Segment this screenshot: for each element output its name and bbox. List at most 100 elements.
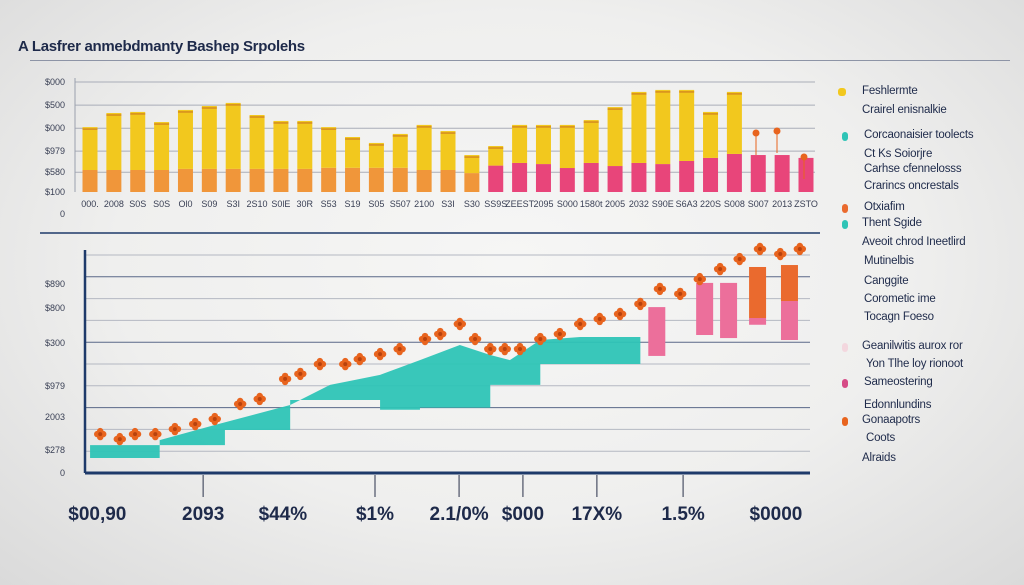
top-bar-lower-segment bbox=[321, 167, 337, 192]
flower-petal bbox=[297, 373, 304, 381]
top-bar-lower-segment bbox=[559, 168, 575, 192]
top-bar-lower-segment bbox=[249, 168, 265, 192]
flower-center bbox=[172, 427, 177, 432]
bottom-y-tick-label: 0 bbox=[60, 468, 65, 478]
flower-marker bbox=[253, 392, 266, 406]
top-bar-lower-segment bbox=[655, 164, 671, 192]
flower-center bbox=[718, 267, 723, 272]
flower-petal bbox=[487, 348, 494, 356]
top-bar-upper-segment bbox=[154, 122, 170, 170]
flower-petal bbox=[376, 347, 384, 355]
flower-petal bbox=[316, 363, 324, 371]
legend-entry: Otxiafim bbox=[864, 201, 905, 213]
flower-petal bbox=[796, 242, 804, 250]
flower-petal bbox=[756, 248, 764, 256]
flower-petal bbox=[356, 352, 363, 360]
flower-marker bbox=[208, 412, 221, 426]
flower-petal bbox=[297, 367, 304, 375]
top-bar-upper-segment bbox=[607, 107, 623, 167]
top-x-tick-label: 1580t bbox=[580, 199, 603, 209]
flower-center bbox=[298, 371, 303, 376]
flower-petal bbox=[471, 338, 479, 346]
flower-center bbox=[397, 347, 402, 352]
bottom-bar bbox=[696, 282, 714, 336]
top-bar-upper-segment bbox=[631, 91, 647, 163]
flower-marker bbox=[753, 242, 767, 256]
top-bar-upper-segment bbox=[464, 155, 480, 174]
top-y-tick-label: $000 bbox=[45, 123, 65, 133]
flower-center bbox=[98, 432, 103, 437]
legend-entry: Yon Tlhe loy rionoot bbox=[866, 358, 964, 370]
flower-petal bbox=[677, 293, 684, 301]
flower-petal bbox=[596, 318, 603, 326]
legend-entry: Ct Ks Soiorjre bbox=[864, 148, 933, 160]
top-bar-lower-segment bbox=[583, 162, 599, 192]
flower-petal bbox=[696, 272, 703, 280]
top-x-tick-label: S30 bbox=[464, 199, 480, 209]
flower-center bbox=[133, 432, 138, 437]
top-x-tick-label: S3I bbox=[226, 199, 240, 209]
flower-petal bbox=[192, 417, 199, 425]
flower-petal bbox=[777, 247, 784, 255]
flower-center bbox=[317, 362, 322, 367]
chart-title: A Lasfrer anmebdmanty Bashep Srpolehs bbox=[18, 38, 305, 55]
top-bar-upper-segment bbox=[368, 142, 384, 168]
top-bar-lower-segment bbox=[464, 173, 480, 192]
flower-marker bbox=[468, 332, 482, 346]
top-bar-upper-segment bbox=[559, 124, 575, 169]
flower-petal bbox=[556, 327, 564, 335]
top-x-tick-label: 30R bbox=[297, 199, 314, 209]
top-bar-upper-segment bbox=[679, 89, 695, 161]
flower-marker bbox=[278, 372, 292, 386]
top-x-tick-label: S0lE bbox=[271, 199, 290, 209]
top-x-tick-label: S000 bbox=[557, 199, 578, 209]
bottom-bar bbox=[749, 266, 767, 319]
top-bar-lower-segment bbox=[535, 164, 551, 192]
flower-center bbox=[618, 311, 623, 316]
flower-marker bbox=[94, 427, 107, 441]
flower-marker bbox=[418, 332, 432, 346]
flower-center bbox=[518, 347, 522, 352]
flower-center bbox=[283, 376, 288, 381]
legend-entry: Thent Sgide bbox=[862, 217, 922, 229]
flower-petal bbox=[396, 342, 403, 350]
top-x-tick-label: ZSTO bbox=[794, 199, 818, 209]
flower-center bbox=[257, 396, 262, 401]
flower-center bbox=[597, 316, 602, 321]
flower-petal bbox=[437, 333, 444, 341]
legend-entry: Corometic ime bbox=[864, 293, 936, 305]
flower-marker bbox=[653, 282, 667, 296]
legend-swatch-icon bbox=[838, 88, 846, 96]
flower-petal bbox=[596, 312, 603, 320]
flower-center bbox=[502, 347, 507, 352]
legend-entry: Coots bbox=[866, 432, 896, 444]
top-bar-lower-segment bbox=[488, 165, 504, 192]
top-bar-upper-segment bbox=[106, 113, 122, 170]
flower-petal bbox=[421, 332, 429, 340]
flower-petal bbox=[576, 323, 584, 331]
flower-marker bbox=[434, 327, 447, 341]
top-bar-lower-segment bbox=[130, 170, 146, 192]
top-x-tick-label: 2013 bbox=[772, 199, 792, 209]
bottom-x-tick-label: 17X% bbox=[571, 504, 622, 525]
flower-petal bbox=[236, 403, 244, 411]
flower-petal bbox=[356, 358, 363, 366]
top-x-tick-label: 2032 bbox=[629, 199, 649, 209]
flower-petal bbox=[516, 348, 524, 356]
top-bar-upper-segment bbox=[512, 124, 528, 163]
flower-petal bbox=[131, 433, 139, 441]
top-bar-upper-segment bbox=[535, 124, 551, 165]
flower-petal bbox=[777, 253, 784, 261]
top-bar-upper-segment bbox=[321, 127, 337, 168]
top-bar-lower-segment bbox=[345, 167, 361, 192]
bottom-y-tick-label: $800 bbox=[45, 303, 65, 313]
flower-petal bbox=[342, 363, 349, 371]
top-bar-upper-segment bbox=[583, 120, 599, 163]
flower-center bbox=[457, 321, 462, 326]
flower-center bbox=[378, 352, 383, 357]
flower-marker bbox=[613, 307, 627, 321]
flower-petal bbox=[516, 342, 524, 350]
top-x-tick-label: 220S bbox=[700, 199, 721, 209]
legend-entry: Mutinelbis bbox=[864, 255, 914, 267]
top-bar-lower-segment bbox=[440, 170, 456, 192]
